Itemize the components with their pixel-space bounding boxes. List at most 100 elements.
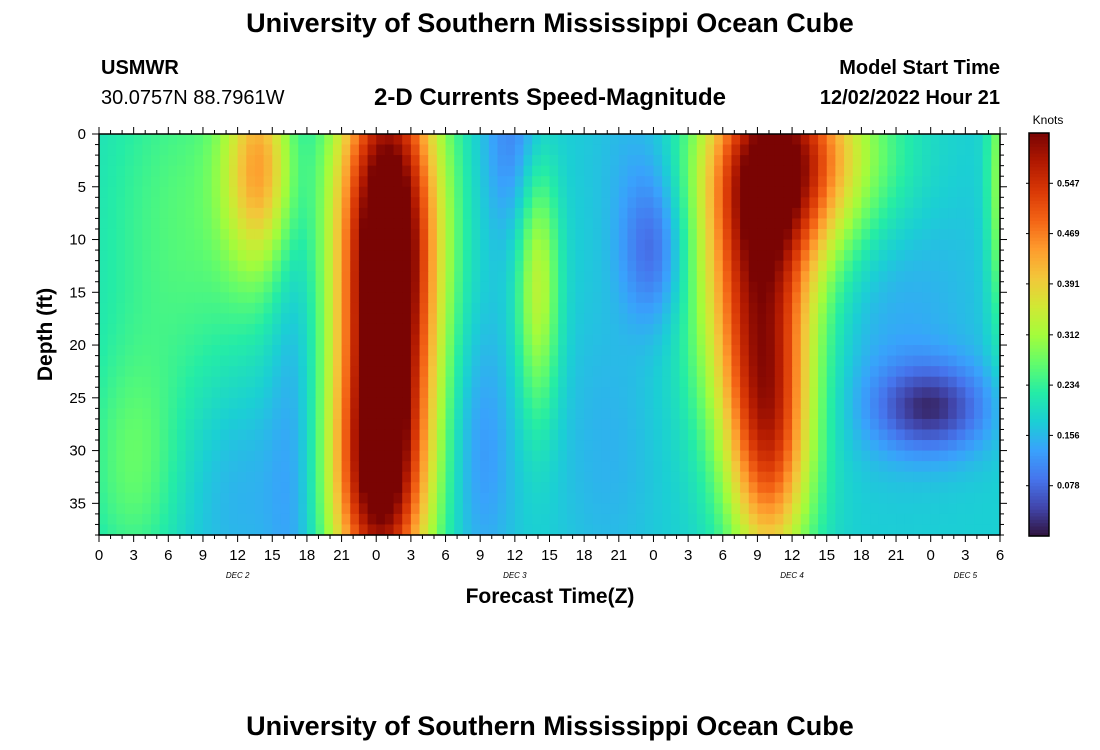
heatmap-cell [887, 250, 897, 262]
heatmap-cell [653, 492, 663, 504]
heatmap-cell [480, 492, 490, 504]
heatmap-cell [445, 397, 455, 409]
heatmap-cell [428, 471, 438, 483]
heatmap-cell [254, 355, 265, 367]
heatmap-cell [254, 450, 265, 462]
heatmap-cell [202, 440, 213, 452]
heatmap-cell [480, 513, 490, 526]
heatmap-cell [436, 197, 447, 209]
heatmap-cell [982, 176, 992, 188]
heatmap-cell [575, 471, 585, 483]
heatmap-cell [150, 271, 161, 283]
heatmap-cell [306, 281, 317, 293]
colorbar-segment [1029, 465, 1049, 470]
heatmap-cell [133, 345, 143, 357]
heatmap-cell [714, 524, 724, 536]
heatmap-cell [904, 292, 914, 304]
heatmap-cell [497, 313, 507, 325]
heatmap-cell [774, 134, 785, 146]
heatmap-cell [757, 387, 767, 399]
heatmap-cell [861, 418, 871, 431]
heatmap-cell [601, 492, 611, 504]
heatmap-cell [679, 461, 689, 473]
colorbar-segment [1029, 136, 1049, 141]
heatmap-cell [584, 418, 594, 431]
heatmap-cell [809, 355, 819, 367]
heatmap-cell [358, 292, 369, 304]
heatmap-cell [844, 197, 854, 209]
heatmap-cell [835, 524, 845, 536]
heatmap-cell [289, 207, 299, 220]
heatmap-cell [913, 408, 923, 420]
heatmap-cell [168, 144, 178, 156]
heatmap-cell [870, 323, 880, 336]
heatmap-cell [870, 260, 880, 272]
heatmap-cell [670, 408, 681, 420]
heatmap-cell [454, 429, 464, 441]
heatmap-cell [532, 144, 542, 156]
heatmap-cell [454, 482, 464, 494]
heatmap-cell [904, 197, 914, 209]
colorbar-segment [1029, 324, 1049, 329]
heatmap-cell [176, 492, 187, 504]
heatmap-cell [982, 271, 992, 283]
heatmap-cell [653, 144, 663, 156]
heatmap-cell [506, 387, 516, 399]
heatmap-cell [982, 334, 992, 346]
heatmap-cell [332, 155, 343, 167]
heatmap-cell [575, 355, 585, 367]
heatmap-cell [714, 313, 724, 325]
heatmap-cell [974, 144, 984, 156]
heatmap-cell [497, 440, 507, 452]
heatmap-cell [263, 292, 273, 304]
heatmap-cell [636, 376, 646, 388]
heatmap-cell [358, 134, 369, 146]
heatmap-cell [324, 355, 334, 367]
heatmap-cell [298, 440, 308, 452]
heatmap-cell [280, 397, 291, 409]
heatmap-cell [662, 165, 672, 177]
heatmap-cell [930, 429, 940, 441]
heatmap-cell [748, 429, 759, 441]
heatmap-cell [722, 165, 733, 177]
heatmap-cell [142, 292, 152, 304]
heatmap-cell [939, 292, 949, 304]
heatmap-cell [731, 302, 741, 314]
model-start-value: 12/02/2022 Hour 21 [819, 87, 1000, 109]
heatmap-cell [904, 376, 914, 388]
heatmap-cell [774, 461, 785, 473]
heatmap-cell [904, 186, 914, 198]
heatmap-cell [263, 440, 273, 452]
heatmap-cell [523, 408, 533, 420]
heatmap-cell [757, 176, 767, 188]
colorbar-segment [1029, 220, 1049, 225]
heatmap-cell [289, 429, 299, 441]
heatmap-cell [844, 503, 854, 515]
heatmap-cell [523, 218, 533, 230]
heatmap-cell [592, 302, 603, 314]
heatmap-cell [852, 461, 862, 473]
heatmap-cell [133, 207, 143, 220]
heatmap-cell [688, 313, 698, 325]
heatmap-cell [462, 334, 473, 346]
heatmap-cell [497, 144, 507, 156]
heatmap-cell [480, 218, 490, 230]
heatmap-cell [176, 418, 187, 431]
heatmap-cell [774, 482, 785, 494]
heatmap-cell [740, 440, 750, 452]
heatmap-cell [731, 144, 741, 156]
heatmap-cell [714, 155, 724, 167]
heatmap-cell [826, 239, 836, 251]
heatmap-cell [436, 345, 447, 357]
heatmap-cell [740, 281, 750, 293]
heatmap-cell [982, 450, 992, 462]
heatmap-cell [783, 450, 793, 462]
heatmap-cell [506, 281, 516, 293]
heatmap-cell [211, 260, 221, 272]
heatmap-cell [939, 218, 949, 230]
heatmap-cell [688, 260, 698, 272]
heatmap-cell [194, 134, 204, 146]
heatmap-cell [306, 440, 317, 452]
heatmap-cell [636, 461, 646, 473]
heatmap-cell [306, 144, 317, 156]
